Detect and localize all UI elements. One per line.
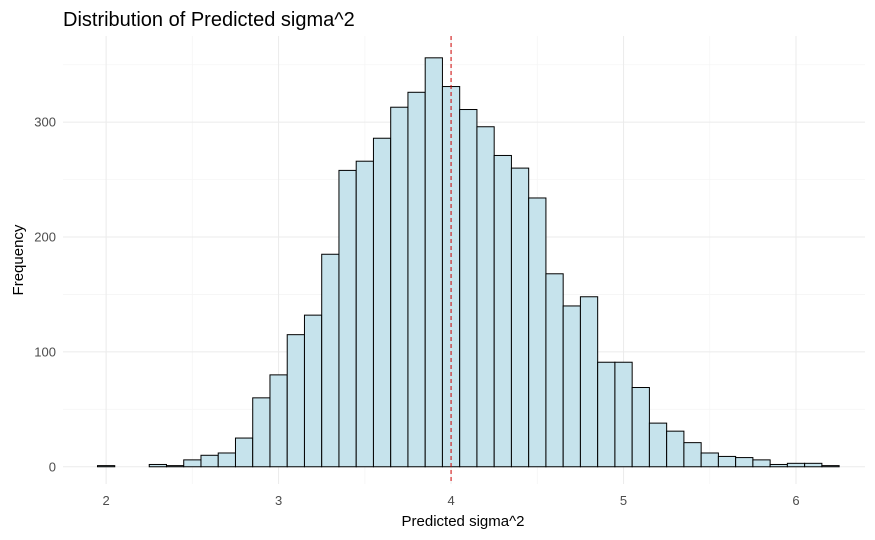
histogram-bar (752, 459, 771, 468)
y-tick-label: 200 (34, 230, 56, 245)
histogram-bar (821, 465, 840, 468)
histogram-bar (165, 465, 185, 468)
histogram-bar (96, 465, 116, 468)
x-tick-label: 6 (792, 493, 799, 508)
histogram-bar (424, 57, 443, 468)
histogram-bar (769, 463, 788, 468)
histogram-bar (459, 109, 478, 468)
bars (96, 57, 840, 468)
histogram-bar (390, 106, 409, 468)
histogram-bar (234, 437, 254, 468)
histogram-bar (804, 462, 823, 468)
histogram-bar (338, 169, 357, 468)
y-tick-label: 100 (34, 344, 56, 359)
histogram-bar (700, 452, 719, 468)
histogram-bar (579, 296, 599, 468)
histogram-bar (269, 374, 288, 468)
histogram-bar (597, 361, 616, 468)
y-axis-ticks: 0 100 200 300 (34, 115, 56, 475)
histogram-bar (286, 334, 305, 468)
x-axis-ticks: 2 3 4 5 6 (103, 493, 800, 508)
histogram-bar (648, 422, 668, 468)
histogram-bar (200, 454, 219, 468)
histogram-bar (321, 253, 340, 468)
histogram-bar (355, 160, 374, 468)
histogram-bar (510, 167, 530, 468)
x-tick-label: 2 (103, 493, 110, 508)
histogram-bar (717, 455, 737, 468)
histogram-bar (252, 397, 271, 468)
histogram-bar (562, 305, 581, 468)
histogram-bar (476, 126, 495, 468)
histogram-bar (545, 273, 564, 468)
histogram-bar (786, 462, 806, 468)
histogram-bar (614, 361, 633, 468)
histogram-bar (372, 137, 392, 468)
histogram-bar (407, 91, 426, 468)
y-tick-label: 300 (34, 115, 56, 130)
x-tick-label: 3 (275, 493, 282, 508)
histogram-bar (148, 463, 167, 468)
histogram-bar (666, 430, 685, 468)
histogram-bar (217, 452, 236, 468)
x-tick-label: 4 (447, 493, 454, 508)
x-axis-title: Predicted sigma^2 (402, 513, 525, 530)
histogram-bar (735, 457, 754, 468)
chart-title: Distribution of Predicted sigma^2 (63, 9, 355, 31)
histogram-bar (493, 154, 512, 468)
histogram-bar (528, 197, 547, 468)
histogram-bar (303, 314, 323, 468)
y-tick-label: 0 (49, 459, 56, 474)
y-axis-title: Frequency (10, 224, 27, 295)
histogram-bar (183, 459, 202, 468)
x-tick-label: 5 (620, 493, 627, 508)
histogram-bar (631, 387, 650, 468)
histogram-bar (683, 442, 702, 468)
